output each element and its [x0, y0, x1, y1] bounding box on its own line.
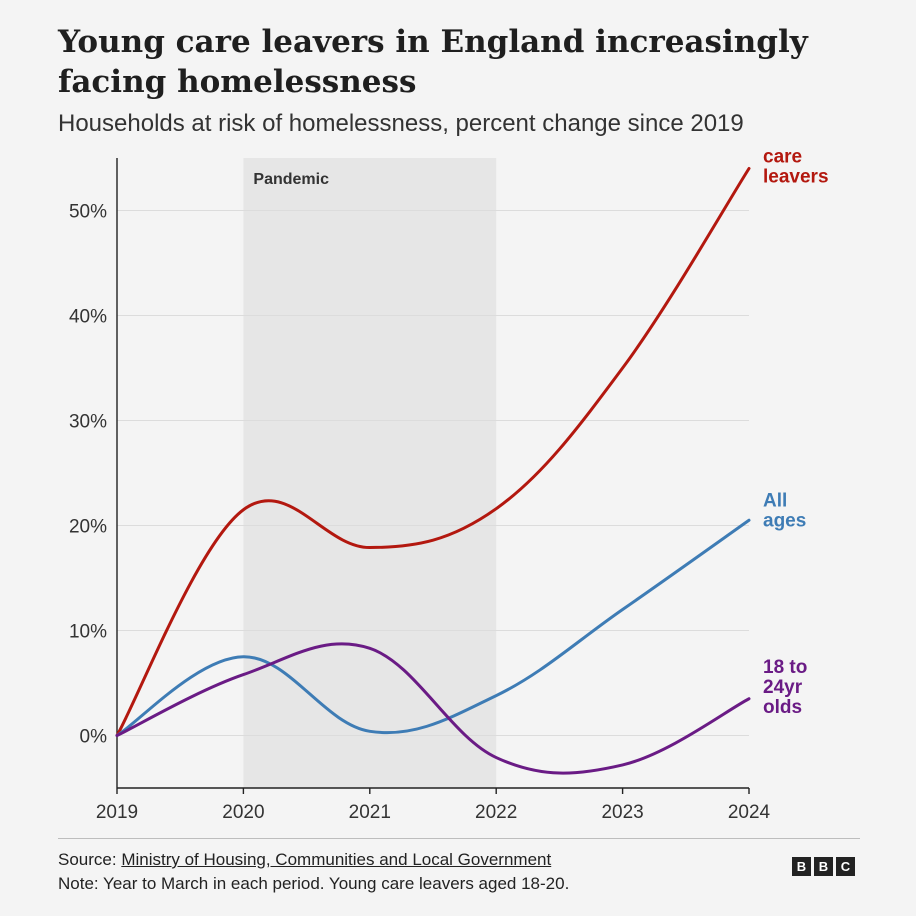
y-tick-label: 0%: [80, 727, 108, 748]
y-tick-label: 20%: [69, 517, 107, 538]
y-tick-label: 10%: [69, 622, 107, 643]
series-lines: [115, 167, 751, 775]
footer-divider: [58, 838, 860, 839]
series-label-18-to-24yr-olds: 18 to 24yr olds: [763, 657, 807, 718]
pandemic-label: Pandemic: [253, 171, 329, 188]
pandemic-band: [243, 158, 497, 788]
source-line: Source: Ministry of Housing, Communities…: [58, 850, 551, 870]
chart-title: Young care leavers in England increasing…: [58, 24, 808, 100]
note-line: Note: Year to March in each period. Youn…: [58, 874, 570, 893]
series-label-line: olds: [763, 697, 802, 718]
bbc-logo: B B C: [792, 857, 855, 876]
series-label-all-ages: All ages: [763, 490, 806, 531]
bbc-logo-letter-3: C: [836, 857, 855, 876]
x-tick-label: 2024: [728, 802, 771, 823]
chart-subtitle: Households at risk of homelessness, perc…: [58, 110, 744, 137]
series-label-line: leavers: [763, 167, 829, 188]
series-label-line: 24yr: [763, 677, 803, 698]
series-label-line: 18 to: [763, 657, 807, 678]
x-tick-label: 2021: [349, 802, 391, 823]
series-label-line: ages: [763, 510, 806, 531]
source-prefix: Source:: [58, 850, 122, 869]
bbc-logo-letter-1: B: [792, 857, 811, 876]
x-tick-label: 2020: [222, 802, 264, 823]
series-line-young-care-leavers: [115, 167, 751, 737]
source-link[interactable]: Ministry of Housing, Communities and Loc…: [121, 850, 552, 869]
series-label-line: care: [763, 150, 802, 168]
axes: 0% 10% 20% 30% 40% 50% 2019 2020 2021 2022 2023 202…: [69, 158, 771, 823]
series-line-18-to-24yr-olds: [115, 642, 751, 775]
line-chart: Pandemic 0% 10% 20% 30% 40% 50% 2019 2020 2021 20…: [69, 150, 829, 823]
series-label-line: All: [763, 490, 787, 511]
pandemic-band-layer: Pandemic: [243, 158, 497, 788]
y-tick-label: 50%: [69, 202, 107, 223]
y-tick-label: 40%: [69, 307, 107, 328]
series-line-all-ages: [115, 518, 751, 737]
y-tick-label: 30%: [69, 412, 107, 433]
bbc-logo-letter-2: B: [814, 857, 833, 876]
x-tick-label: 2023: [601, 802, 643, 823]
x-tick-label: 2022: [475, 802, 517, 823]
gridlines: [117, 210, 749, 736]
x-tick-label: 2019: [96, 802, 138, 823]
